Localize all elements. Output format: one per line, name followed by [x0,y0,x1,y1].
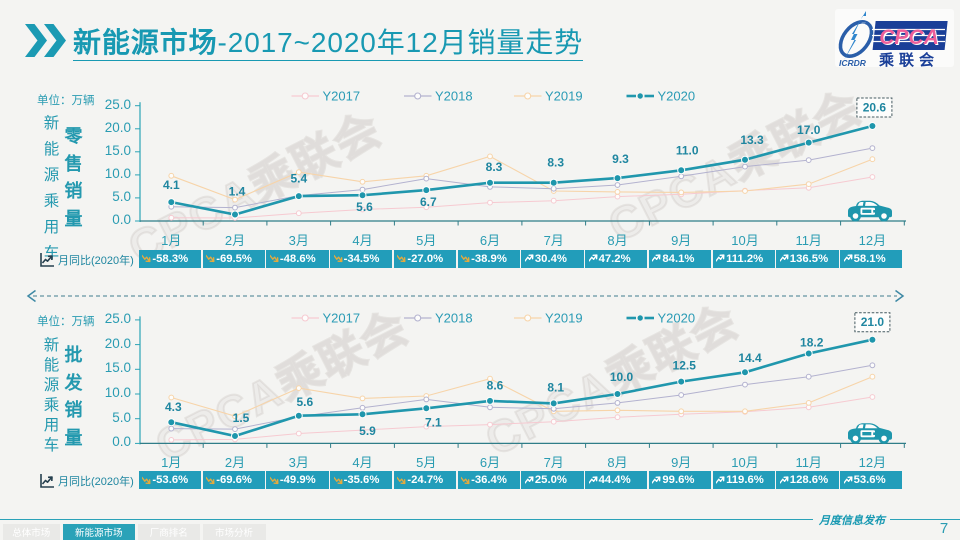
svg-text:5.6: 5.6 [296,395,313,409]
svg-text:8.3: 8.3 [547,156,564,170]
svg-text:11.0: 11.0 [676,143,699,157]
svg-text:1.4: 1.4 [229,185,246,199]
svg-text:乘联会: 乘联会 [878,51,939,69]
svg-text:14.4: 14.4 [738,351,762,365]
svg-text:8.6: 8.6 [487,378,504,392]
svg-text:5.6: 5.6 [356,200,373,214]
svg-text:Y2019: Y2019 [545,88,583,103]
svg-text:Y2017: Y2017 [323,88,361,103]
svg-text:5.9: 5.9 [359,424,376,438]
svg-text:5.4: 5.4 [290,172,307,186]
svg-text:9.3: 9.3 [612,152,629,166]
svg-text:1.5: 1.5 [233,411,250,425]
svg-text:4.1: 4.1 [163,178,180,192]
svg-text:CPCA: CPCA [880,27,940,50]
svg-text:20.6: 20.6 [863,101,887,115]
svg-text:7.1: 7.1 [425,415,442,429]
svg-text:8.1: 8.1 [547,380,564,394]
svg-text:Y2020: Y2020 [658,310,696,325]
svg-text:21.0: 21.0 [861,315,885,329]
svg-text:4.3: 4.3 [165,400,182,414]
svg-text:CPCA: CPCA [879,26,939,49]
svg-text:18.2: 18.2 [800,336,824,350]
svg-text:8.3: 8.3 [486,160,503,174]
svg-text:10.0: 10.0 [610,370,634,384]
svg-text:6.7: 6.7 [420,195,437,209]
svg-text:12.5: 12.5 [673,359,697,373]
svg-text:Y2019: Y2019 [545,310,583,325]
svg-text:17.0: 17.0 [797,123,821,137]
svg-text:Y2017: Y2017 [323,310,361,325]
svg-text:ICRDR: ICRDR [839,58,867,68]
svg-text:13.3: 13.3 [740,133,764,147]
svg-text:Y2018: Y2018 [435,310,473,325]
svg-text:Y2020: Y2020 [658,88,696,103]
svg-text:Y2018: Y2018 [435,88,473,103]
